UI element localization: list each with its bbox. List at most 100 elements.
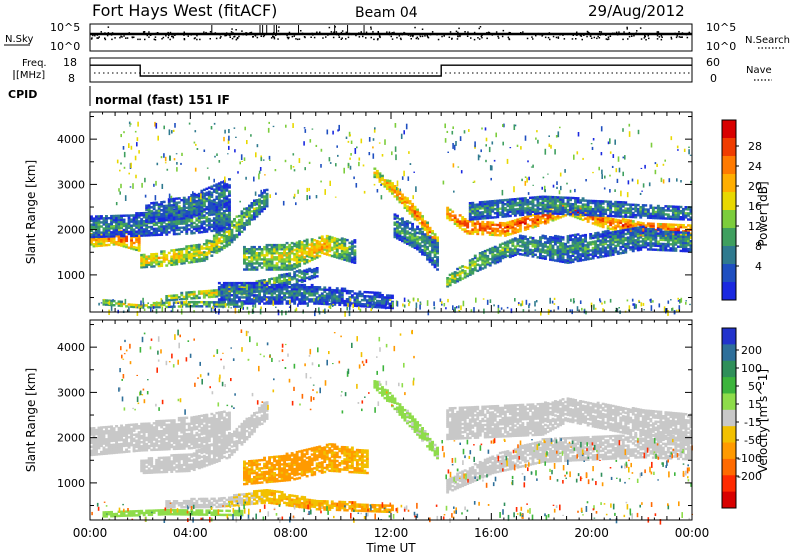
data-cell — [215, 221, 219, 224]
data-cell — [556, 241, 560, 244]
data-cell — [639, 248, 643, 251]
data-cell — [378, 293, 382, 297]
data-cell — [661, 242, 665, 246]
noise-dot — [656, 38, 659, 40]
data-cell — [248, 292, 251, 295]
data-cell — [413, 228, 417, 231]
data-cell — [661, 227, 665, 230]
data-cell — [466, 232, 470, 235]
data-cell — [526, 203, 530, 206]
data-cell — [621, 243, 625, 246]
noise-dot — [377, 31, 379, 33]
data-cell — [546, 251, 550, 255]
data-cell — [343, 242, 347, 245]
data-cell — [293, 242, 297, 246]
data-cell — [270, 302, 274, 305]
data-cell — [238, 223, 241, 226]
data-cell — [155, 254, 159, 258]
data-cell — [561, 248, 565, 251]
data-cell — [212, 293, 216, 296]
data-cell — [290, 298, 294, 301]
noise-dot — [631, 35, 633, 37]
data-cell — [112, 216, 116, 220]
data-cell — [187, 196, 191, 199]
data-cell — [526, 223, 530, 226]
data-cell — [217, 192, 221, 195]
data-cell — [120, 216, 124, 220]
noise-dot — [125, 37, 127, 39]
data-cell — [601, 255, 605, 258]
data-cell — [491, 233, 495, 237]
data-cell — [544, 257, 547, 260]
data-cell — [233, 286, 236, 289]
data-cell — [411, 209, 415, 212]
data-cell — [378, 304, 382, 307]
data-cell — [416, 248, 420, 251]
data-cell — [468, 202, 472, 205]
data-cell — [190, 206, 194, 209]
data-cell — [263, 264, 267, 267]
data-cell — [476, 205, 480, 208]
noise-dot — [615, 31, 618, 34]
data-cell — [270, 292, 274, 295]
data-cell — [549, 214, 552, 217]
data-cell — [546, 221, 550, 224]
data-cell — [175, 224, 179, 228]
data-cell — [483, 229, 487, 232]
data-cell — [393, 217, 397, 220]
data-cell — [162, 215, 166, 218]
data-cell — [664, 235, 668, 238]
data-cell — [576, 237, 580, 240]
data-cell — [631, 249, 635, 253]
data-cell — [401, 237, 404, 241]
data-cell — [212, 198, 216, 202]
noise-dot — [196, 34, 198, 37]
data-cell — [217, 188, 221, 191]
data-cell — [285, 268, 289, 271]
data-cell — [230, 281, 234, 285]
noise-dot — [497, 35, 499, 38]
data-cell — [343, 244, 347, 247]
data-cell — [631, 224, 635, 227]
data-cell — [230, 236, 234, 240]
data-cell — [315, 246, 319, 249]
data-cell — [308, 269, 312, 273]
noise-dot — [240, 33, 243, 35]
data-cell — [586, 218, 590, 221]
data-cell — [220, 193, 224, 196]
data-cell — [250, 250, 254, 253]
data-cell — [155, 221, 159, 224]
noise-dot — [183, 38, 186, 41]
data-cell — [295, 283, 299, 287]
data-cell — [147, 208, 151, 211]
data-cell — [503, 203, 507, 206]
data-cell — [333, 237, 337, 240]
data-cell — [651, 224, 655, 228]
data-cell — [406, 199, 409, 202]
data-cell — [375, 172, 379, 175]
data-cell — [177, 222, 181, 225]
noise-dot — [630, 33, 633, 35]
data-cell — [105, 239, 108, 243]
data-cell — [476, 259, 480, 262]
data-cell — [318, 298, 322, 301]
data-cell — [315, 300, 319, 303]
data-cell — [328, 286, 332, 290]
data-cell — [135, 248, 139, 252]
data-cell — [248, 296, 251, 299]
data-cell — [601, 232, 605, 236]
data-cell — [335, 252, 339, 255]
data-cell — [280, 292, 284, 295]
data-cell — [288, 276, 292, 279]
noise-dot — [154, 39, 157, 41]
data-cell — [205, 251, 209, 255]
data-cell — [217, 294, 221, 297]
noise-dot — [443, 35, 445, 37]
data-cell — [401, 201, 404, 205]
noise-dot — [238, 35, 240, 38]
data-cell — [576, 243, 580, 246]
data-cell — [453, 277, 457, 280]
data-cell — [125, 237, 129, 241]
data-cell — [624, 228, 628, 232]
data-cell — [107, 225, 111, 228]
